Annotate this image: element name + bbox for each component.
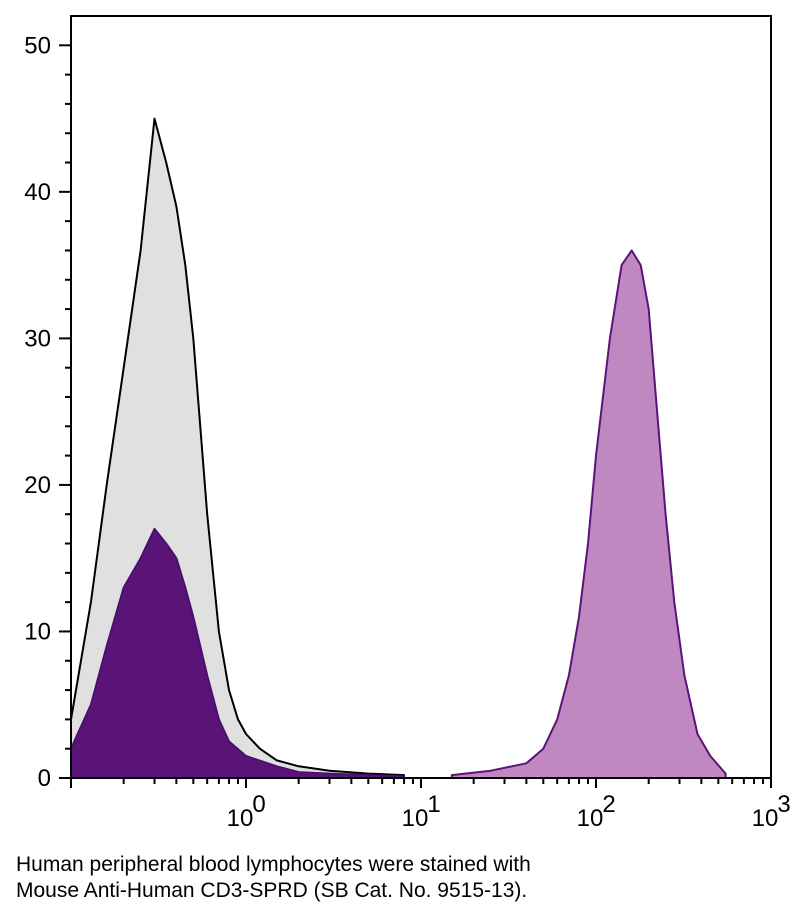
y-tick-label: 40: [24, 179, 51, 206]
y-tick-label: 30: [24, 325, 51, 352]
x-tick-label: 10: [752, 805, 779, 832]
y-tick-label: 20: [24, 472, 51, 499]
x-tick-label: 10: [227, 805, 254, 832]
x-tick-exponent: 1: [427, 791, 440, 818]
histogram-series-2: [70, 527, 405, 779]
x-tick-label: 10: [402, 805, 429, 832]
figure-caption: Human peripheral blood lymphocytes were …: [16, 852, 531, 904]
y-tick-label: 10: [24, 618, 51, 645]
x-tick-label: 10: [577, 805, 604, 832]
caption-line-1: Human peripheral blood lymphocytes were …: [16, 853, 531, 876]
x-tick-exponent: 2: [602, 791, 615, 818]
x-tick-exponent: 0: [252, 791, 265, 818]
y-tick-label: 50: [24, 32, 51, 59]
caption-line-2: Mouse Anti-Human CD3-SPRD (SB Cat. No. 9…: [16, 879, 528, 902]
x-tick-exponent: 3: [777, 791, 790, 818]
y-axis: 0 10 20 30 40 50: [24, 32, 71, 792]
histogram-series-3: [450, 249, 727, 779]
series-layer: [70, 117, 727, 779]
y-tick-label: 0: [38, 765, 51, 792]
